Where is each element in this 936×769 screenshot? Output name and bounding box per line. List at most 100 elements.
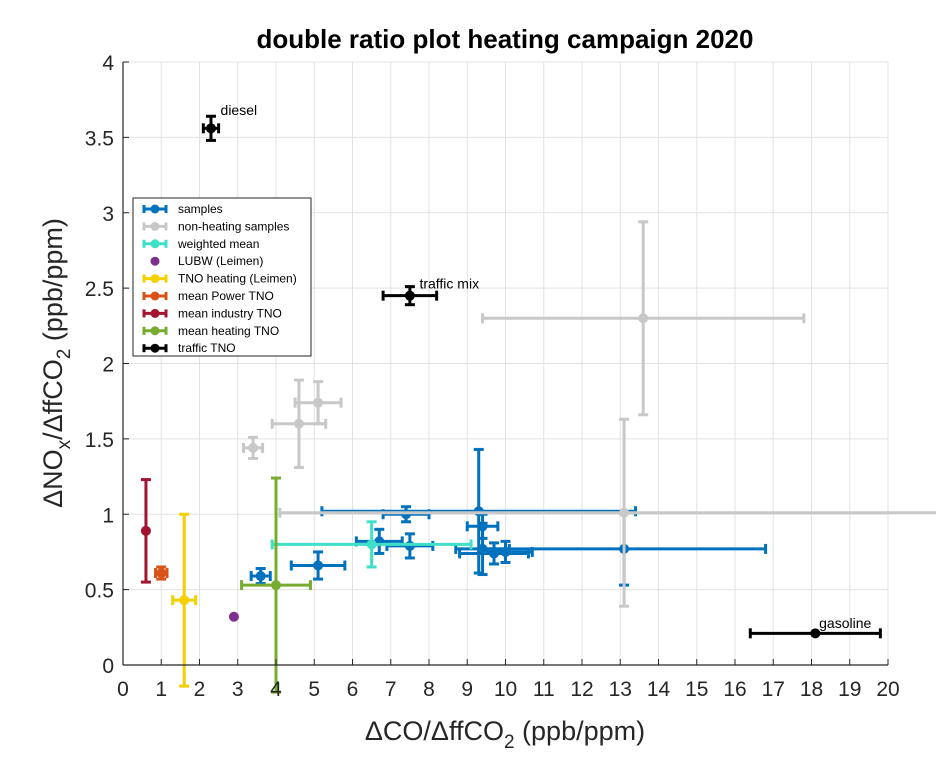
y-axis-label-subscript-2: 2 <box>54 349 75 360</box>
y-axis-label-subscript-x: x <box>54 439 75 449</box>
legend-label: mean heating TNO <box>178 324 279 338</box>
legend-marker <box>150 256 160 266</box>
legend-marker <box>150 274 160 284</box>
series-layer <box>140 114 936 694</box>
data-point <box>313 397 324 408</box>
x-axis-label-main: ΔCO/ΔffCO <box>365 716 504 746</box>
annotations: diesel traffic mix gasoline <box>221 102 872 631</box>
series-traffic-tno <box>201 114 882 639</box>
legend-marker <box>150 239 160 249</box>
x-tick-label: 20 <box>876 678 899 701</box>
x-tick-label: 10 <box>494 678 517 701</box>
legend-marker <box>150 343 160 353</box>
x-tick-label: 5 <box>308 678 320 701</box>
y-tick-label: 1.5 <box>85 429 114 452</box>
legend-marker <box>150 291 160 301</box>
series-weighted-mean <box>270 520 473 569</box>
axes <box>122 61 889 666</box>
x-tick-label: 13 <box>609 678 632 701</box>
chart-title: double ratio plot heating campaign 2020 <box>257 24 754 54</box>
x-tick-label: 17 <box>762 678 785 701</box>
series-mean-power-tno <box>154 565 169 581</box>
data-point <box>404 290 415 301</box>
x-axis-label: ΔCO/ΔffCO2 (ppb/ppm) <box>365 716 645 753</box>
x-tick-label: 1 <box>155 678 167 701</box>
series-lubw-leimen- <box>228 611 239 622</box>
x-axis-label-subscript: 2 <box>504 732 515 753</box>
legend-label: mean industry TNO <box>178 306 282 320</box>
legend-label: mean Power TNO <box>178 289 274 303</box>
data-point <box>156 568 167 579</box>
legend-entry: traffic TNO <box>142 341 236 355</box>
data-point <box>619 507 630 518</box>
legend-marker <box>150 204 160 214</box>
grid <box>122 61 889 666</box>
legend-label: samples <box>178 202 223 216</box>
y-tick-label: 1 <box>102 504 114 527</box>
y-axis-label-unit: (ppb/ppm) <box>38 218 68 349</box>
data-point <box>228 611 239 622</box>
y-tick-labels: 0 0.5 1 1.5 2 2.5 3 3.5 4 <box>85 52 115 678</box>
legend-label: TNO heating (Leimen) <box>178 272 297 286</box>
x-tick-label: 15 <box>685 678 708 701</box>
data-point <box>404 540 415 551</box>
legend: samples non-heating samples weighted mean L… <box>132 197 312 357</box>
legend-label: non-heating samples <box>178 219 289 233</box>
y-axis-label-ratio: /ΔffCO <box>38 359 68 440</box>
legend-entry: LUBW (Leimen) <box>150 254 263 268</box>
legend-entry: TNO heating (Leimen) <box>142 272 297 286</box>
legend-marker <box>150 308 160 318</box>
legend-marker <box>150 221 160 231</box>
y-tick-label: 3.5 <box>85 127 114 150</box>
x-tick-label: 0 <box>117 678 129 701</box>
x-tick-label: 19 <box>838 678 861 701</box>
y-axis-label-main: ΔNO <box>38 449 68 508</box>
annotation-label: gasoline <box>819 615 871 631</box>
data-point <box>313 560 324 571</box>
y-tick-label: 2 <box>102 354 114 377</box>
series-samples <box>249 447 768 587</box>
x-tick-label: 18 <box>800 678 823 701</box>
y-tick-label: 3 <box>102 203 114 226</box>
y-tick-label: 2.5 <box>85 278 114 301</box>
x-tick-label: 11 <box>533 678 555 701</box>
y-tick-label: 4 <box>102 52 114 75</box>
x-tick-label: 7 <box>385 678 397 701</box>
data-point <box>255 571 266 582</box>
x-tick-label: 16 <box>723 678 746 701</box>
data-point <box>179 595 190 606</box>
data-point <box>271 580 281 591</box>
legend-entry: mean Power TNO <box>142 289 274 303</box>
x-tick-label: 12 <box>570 678 593 701</box>
x-tick-label: 9 <box>461 678 473 701</box>
series-mean-heating-tno <box>240 476 312 694</box>
series-non-heating-samples <box>241 220 936 608</box>
legend-marker <box>150 326 160 336</box>
x-tick-label: 6 <box>347 678 359 701</box>
annotation-label: diesel <box>221 102 258 118</box>
y-axis-label: ΔNOx/ΔffCO2 (ppb/ppm) <box>38 218 75 508</box>
x-tick-label: 8 <box>423 678 435 701</box>
y-tick-label: 0 <box>102 655 114 678</box>
x-tick-label: 4 <box>270 678 282 701</box>
legend-label: LUBW (Leimen) <box>178 254 263 268</box>
legend-entry: mean industry TNO <box>142 306 282 320</box>
legend-entry: mean heating TNO <box>142 324 279 338</box>
y-tick-label: 0.5 <box>85 580 114 603</box>
legend-label: traffic TNO <box>178 341 236 355</box>
data-point <box>248 442 259 453</box>
data-point <box>205 123 216 134</box>
legend-label: weighted mean <box>177 237 259 251</box>
x-tick-labels: 0 1 2 3 4 5 6 7 8 9 10 11 12 13 14 15 16 17 18 19 20 <box>117 678 900 701</box>
annotation-label: traffic mix <box>419 276 479 292</box>
x-tick-label: 14 <box>647 678 671 701</box>
data-point <box>638 313 649 324</box>
data-point <box>810 628 821 639</box>
legend-entry: samples <box>142 202 223 216</box>
data-point <box>293 418 304 429</box>
legend-entry: weighted mean <box>142 237 259 251</box>
x-axis-label-unit: (ppb/ppm) <box>515 716 646 746</box>
series-mean-industry-tno <box>140 478 151 584</box>
data-point <box>140 525 151 536</box>
